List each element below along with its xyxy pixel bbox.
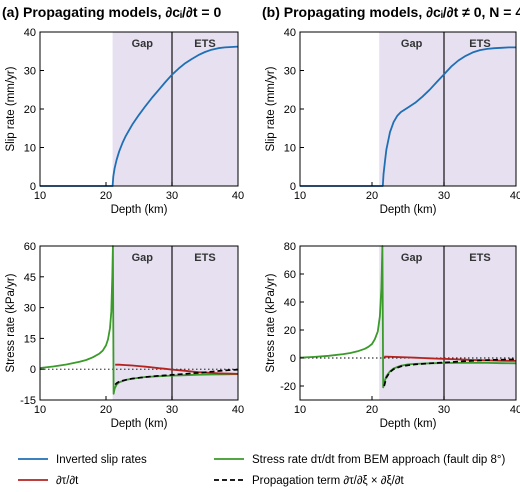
y-tick-label: 20 (24, 104, 36, 116)
x-tick-label: 20 (100, 404, 112, 416)
y-tick-label: 0 (30, 181, 36, 193)
y-tick-label: -15 (20, 395, 36, 407)
panel-b-title: (b) Propagating models, ∂cᵢ/∂t ≠ 0, N = … (262, 4, 520, 20)
x-axis-label: Depth (km) (380, 204, 437, 216)
x-tick-label: 40 (510, 190, 520, 202)
y-tick-label: 30 (24, 66, 36, 78)
x-tick-label: 20 (100, 190, 112, 202)
series-slip-line (300, 46, 516, 187)
x-tick-label: 20 (366, 404, 378, 416)
chart-b-bottom: Gap ETS 10 20 30 40 -20 0 20 40 60 80 Depth (km) Stre… (265, 241, 520, 430)
x-tick-label: 10 (294, 404, 306, 416)
y-tick-label: -20 (280, 381, 296, 393)
y-tick-label: 0 (30, 364, 36, 376)
x-tick-label: 40 (510, 404, 520, 416)
y-tick-label: 20 (284, 104, 296, 116)
x-tick-label: 30 (166, 190, 178, 202)
axes-frame (39, 245, 239, 401)
x-tick-label: 10 (34, 190, 46, 202)
y-tick-label: 40 (284, 297, 296, 309)
y-tick-label: 80 (284, 241, 296, 253)
shaded-region (379, 246, 516, 400)
y-tick-label: 60 (284, 269, 296, 281)
x-axis-label: Depth (km) (111, 418, 168, 430)
y-tick-label: 10 (24, 143, 36, 155)
y-tick-label: 15 (24, 333, 36, 345)
x-axis-label: Depth (km) (380, 418, 437, 430)
y-axis-label: Stress rate (kPa/yr) (5, 273, 17, 372)
x-axis-label: Depth (km) (111, 204, 168, 216)
series-slip-line (40, 45, 239, 187)
x-tick-label: 20 (366, 190, 378, 202)
y-tick-label: 0 (290, 181, 296, 193)
gap-label: Gap (401, 38, 423, 50)
shaded-region (112, 246, 238, 400)
gap-label: Gap (132, 38, 154, 50)
y-tick-label: 40 (284, 27, 296, 39)
x-tick-label: 30 (166, 404, 178, 416)
ets-label: ETS (469, 38, 490, 50)
ets-label: ETS (194, 38, 215, 50)
y-tick-label: 60 (24, 241, 36, 253)
legend-dtau-label: ∂τ/∂t (56, 475, 79, 487)
y-tick-label: 40 (24, 27, 36, 39)
legend-prop-label: Propagation term ∂τ/∂ξ × ∂ξ/∂t (252, 475, 404, 487)
gap-label: Gap (132, 252, 154, 264)
x-tick-label: 10 (34, 404, 46, 416)
y-tick-label: 45 (24, 272, 36, 284)
y-axis-label: Stress rate (kPa/yr) (265, 273, 277, 372)
shaded-region (379, 32, 516, 186)
y-tick-label: 20 (284, 325, 296, 337)
panel-a-title: (a) Propagating models, ∂cᵢ/∂t = 0 (2, 4, 221, 20)
gap-label: Gap (401, 252, 423, 264)
axes-frame (299, 245, 517, 401)
x-tick-label: 30 (438, 190, 450, 202)
y-tick-label: 0 (290, 353, 296, 365)
y-tick-label: 30 (284, 66, 296, 78)
series-bem-line (39, 245, 239, 395)
y-axis-label: Slip rate (mm/yr) (265, 66, 277, 151)
y-axis-label: Slip rate (mm/yr) (5, 66, 17, 151)
legend: Inverted slip rates Stress rate dτ/dt fro… (18, 454, 505, 487)
x-tick-label: 40 (232, 190, 244, 202)
x-tick-label: 30 (438, 404, 450, 416)
ets-label: ETS (469, 252, 490, 264)
shaded-region (112, 32, 238, 186)
chart-a-bottom: Gap ETS 10 20 30 40 -15 0 15 30 45 60 Depth (km) Stre… (5, 241, 244, 430)
y-tick-label: 30 (24, 303, 36, 315)
series-dtau-line (115, 363, 239, 375)
x-tick-label: 40 (232, 404, 244, 416)
ets-label: ETS (194, 252, 215, 264)
series-prop-line (114, 368, 239, 386)
legend-bem-label: Stress rate dτ/dt from BEM approach (fau… (252, 454, 505, 466)
y-tick-label: 10 (284, 143, 296, 155)
legend-slip-label: Inverted slip rates (56, 454, 147, 466)
x-tick-label: 10 (294, 190, 306, 202)
